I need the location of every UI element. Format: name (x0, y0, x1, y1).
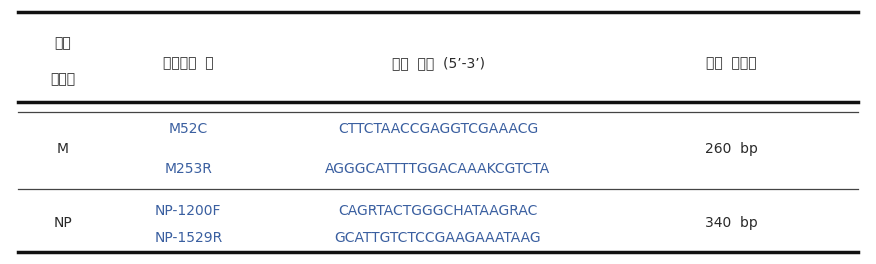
Text: CTTCTAACCGAGGTCGAAACG: CTTCTAACCGAGGTCGAAACG (338, 122, 538, 136)
Text: 260  bp: 260 bp (705, 142, 758, 156)
Text: 유전자: 유전자 (51, 72, 75, 86)
Text: 340  bp: 340 bp (705, 216, 758, 230)
Text: GCATTGTCTCCGAAGAAATAAG: GCATTGTCTCCGAAGAAATAAG (335, 230, 541, 245)
Text: 염기  서열  (5’-3’): 염기 서열 (5’-3’) (392, 56, 484, 70)
Text: M: M (57, 142, 69, 156)
Text: AGGGCATTTTGGACAAAKCGTCTA: AGGGCATTTTGGACAAAKCGTCTA (325, 162, 551, 176)
Text: NP-1529R: NP-1529R (154, 230, 223, 245)
Text: CAGRTACTGGGCHATAAGRAC: CAGRTACTGGGCHATAAGRAC (338, 204, 538, 218)
Text: 목적: 목적 (54, 36, 72, 51)
Text: 프라이머  명: 프라이머 명 (163, 56, 214, 70)
Text: 증폭  사이즈: 증폭 사이즈 (706, 56, 757, 70)
Text: NP-1200F: NP-1200F (155, 204, 222, 218)
Text: M253R: M253R (165, 162, 212, 176)
Text: M52C: M52C (169, 122, 208, 136)
Text: NP: NP (53, 216, 73, 230)
